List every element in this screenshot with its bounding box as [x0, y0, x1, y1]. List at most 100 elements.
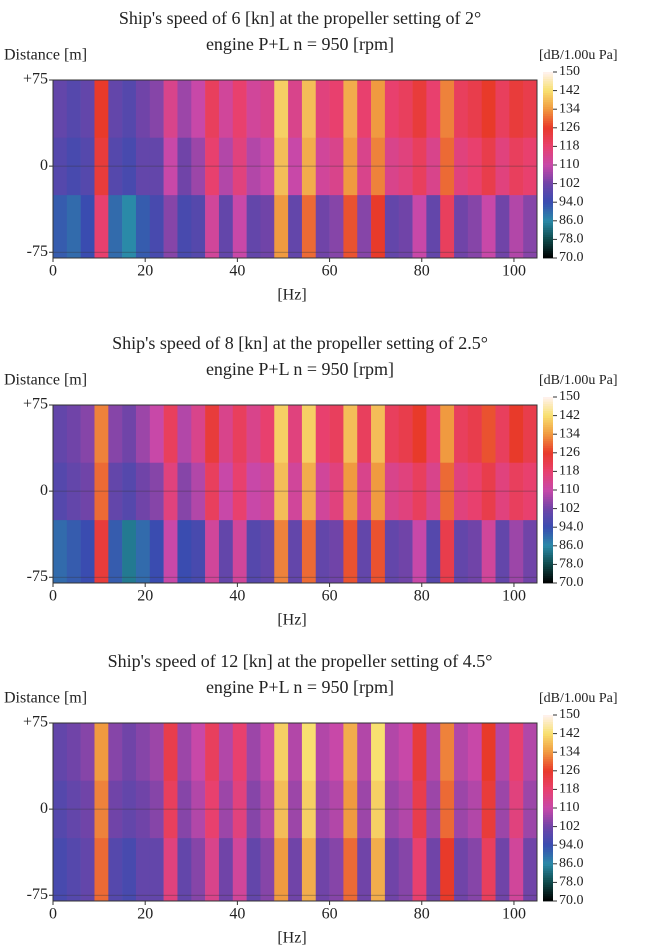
x-axis-label: [Hz] — [277, 612, 306, 629]
colorbar-segment — [543, 569, 553, 572]
colorbar-segment — [543, 146, 553, 150]
colorbar-segment — [543, 524, 553, 528]
heat-cell — [94, 80, 109, 138]
colorbar-segment — [543, 847, 553, 851]
colorbar-segment — [543, 824, 553, 827]
heat-cell — [412, 837, 427, 902]
heat-cell — [301, 837, 317, 902]
heat-cell — [122, 194, 137, 259]
heat-cell — [288, 80, 303, 138]
colorbar-segment — [543, 99, 553, 103]
colorbar-segment — [543, 761, 553, 765]
heat-cell — [108, 723, 123, 781]
colorbar-segment — [543, 821, 553, 825]
heat-cell — [108, 80, 123, 138]
colorbar-segment — [543, 445, 553, 449]
heat-cell — [440, 194, 455, 259]
colorbar-segment — [543, 183, 553, 187]
colorbar-segment — [543, 494, 553, 498]
heat-cell — [454, 519, 469, 584]
colorbar-segment — [543, 406, 553, 410]
colorbar-tick-label: 78.0 — [559, 875, 584, 890]
colorbar-segment — [543, 826, 553, 830]
colorbar-segment — [543, 165, 553, 168]
heat-cell — [135, 723, 151, 781]
heat-cell — [495, 723, 510, 781]
colorbar-segment — [543, 842, 553, 846]
colorbar-segment — [543, 763, 553, 767]
heat-cell — [246, 405, 261, 463]
colorbar-segment — [543, 517, 553, 521]
heat-cell — [191, 837, 206, 902]
y-tick-label: 0 — [40, 482, 48, 499]
heat-cell — [149, 194, 164, 259]
colorbar-segment — [543, 88, 553, 91]
colorbar-segment — [543, 85, 553, 89]
heat-cell — [315, 194, 330, 259]
colorbar-segment — [543, 880, 553, 883]
x-axis-label: [Hz] — [277, 287, 306, 304]
colorbar-segment — [543, 796, 553, 800]
colorbar-segment — [543, 455, 553, 458]
colorbar-segment — [543, 548, 553, 551]
heat-cell — [94, 194, 109, 259]
colorbar-segment — [543, 448, 553, 451]
heat-cell — [163, 723, 178, 781]
heat-cell — [108, 519, 123, 584]
heat-cell — [122, 519, 137, 584]
colorbar-segment — [543, 557, 553, 561]
colorbar-segment — [543, 167, 553, 171]
colorbar-segment — [543, 564, 553, 568]
heat-cell — [357, 519, 372, 584]
colorbar-segment — [543, 234, 553, 238]
chart-title: Ship's speed of 12 [kn] at the propeller… — [108, 651, 493, 671]
colorbar-segment — [543, 109, 553, 112]
heat-cell — [357, 723, 372, 781]
heat-cell — [177, 837, 192, 902]
colorbar-segment — [543, 840, 553, 844]
colorbar-tick-label: 150 — [559, 707, 580, 722]
colorbar-segment — [543, 852, 553, 855]
heat-cell — [315, 80, 330, 138]
colorbar-segment — [543, 78, 553, 82]
heat-cell — [163, 194, 178, 259]
colorbar-segment — [543, 766, 553, 769]
colorbar-segment — [543, 789, 553, 793]
colorbar-segment — [543, 490, 553, 493]
colorbar-segment — [543, 132, 553, 136]
colorbar-segment — [543, 130, 553, 133]
colorbar-segment — [543, 97, 553, 101]
colorbar-segment — [543, 784, 553, 788]
colorbar-segment — [543, 733, 553, 737]
x-tick-label: 60 — [322, 906, 338, 923]
colorbar-segment — [543, 756, 553, 760]
colorbar-segment — [543, 151, 553, 154]
y-tick-label: 0 — [40, 157, 48, 174]
colorbar-tick-label: 118 — [559, 782, 579, 797]
heat-cell — [205, 194, 220, 259]
heat-cell — [94, 519, 109, 584]
heat-cell — [509, 723, 524, 781]
colorbar-segment — [543, 571, 553, 575]
colorbar-segment — [543, 717, 553, 721]
heat-cell — [205, 837, 220, 902]
colorbar-tick-label: 94.0 — [559, 519, 584, 534]
heat-cell — [232, 519, 247, 584]
colorbar-segment — [543, 72, 553, 75]
heat-cell — [495, 837, 510, 902]
heat-cell — [467, 723, 482, 781]
colorbar-segment — [543, 791, 553, 795]
heat-cell — [260, 405, 275, 463]
x-tick-label: 80 — [414, 263, 430, 280]
colorbar-segment — [543, 401, 553, 405]
colorbar-segment — [543, 515, 553, 519]
heat-cell — [315, 723, 330, 781]
colorbar-segment — [543, 213, 553, 217]
colorbar-segment — [543, 158, 553, 161]
heat-cell — [343, 723, 358, 781]
heat-cell — [329, 80, 344, 138]
heat-cell — [218, 519, 234, 584]
colorbar-segment — [543, 866, 553, 869]
colorbar-segment — [543, 452, 553, 456]
heat-cell — [384, 405, 400, 463]
